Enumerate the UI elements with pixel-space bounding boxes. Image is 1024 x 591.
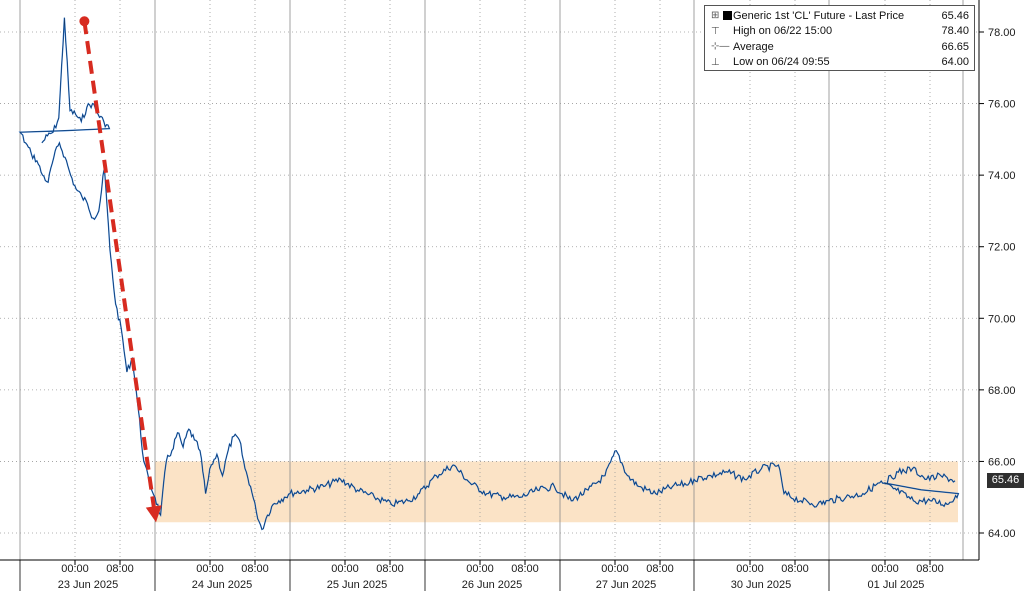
x-time-label: 00:00 [331, 563, 359, 575]
x-time-label: 00:00 [466, 563, 494, 575]
y-tick-label: 68.00 [988, 385, 1016, 397]
x-date-label: 01 Jul 2025 [868, 579, 925, 591]
x-time-label: 00:00 [871, 563, 899, 575]
x-time-label: 00:00 [61, 563, 89, 575]
x-time-label: 08:00 [511, 563, 539, 575]
x-time-label: 08:00 [646, 563, 674, 575]
trend-arrow-head [145, 505, 162, 523]
trend-arrow-line [82, 20, 157, 511]
x-date-label: 24 Jun 2025 [192, 579, 253, 591]
grid [0, 0, 979, 560]
series-line [18, 17, 960, 531]
x-date-label: 25 Jun 2025 [327, 579, 388, 591]
legend-item: ⊥ Low on 06/24 09:55 64.00 [711, 55, 969, 71]
legend-item: ⊹— Average 66.65 [711, 39, 969, 55]
y-axis: 64.00 66.00 68.00 70.00 72.00 74.00 76.00 78.00 [979, 27, 1016, 540]
x-time-label: 08:00 [106, 563, 134, 575]
x-axis: 00:00 08:00 00:00 08:00 00:00 08:00 00:00 08:00… [19, 560, 944, 591]
legend-item: ⊞ Generic 1st 'CL' Future - Last Price 6… [711, 8, 969, 24]
average-marker-icon: ⊹— [711, 41, 730, 53]
x-time-label: 08:00 [241, 563, 269, 575]
last-price-swatch-icon: ⊞ [711, 10, 733, 21]
y-tick-label: 64.00 [988, 528, 1016, 540]
high-marker-icon: ⊤ [711, 25, 720, 37]
legend-value: 66.65 [941, 40, 969, 53]
y-tick-label: 76.00 [988, 99, 1016, 111]
x-time-label: 08:00 [916, 563, 944, 575]
legend-label: High on 06/22 15:00 [733, 25, 833, 38]
x-time-label: 08:00 [376, 563, 404, 575]
legend-value: 64.00 [941, 56, 969, 69]
x-time-label: 00:00 [736, 563, 764, 575]
low-marker-icon: ⊥ [711, 56, 720, 68]
x-time-label: 00:00 [601, 563, 629, 575]
y-tick-label: 72.00 [988, 242, 1016, 254]
chart-legend: ⊞ Generic 1st 'CL' Future - Last Price 6… [704, 5, 975, 71]
x-time-label: 00:00 [196, 563, 224, 575]
x-date-label: 23 Jun 2025 [58, 579, 119, 591]
legend-label: Generic 1st 'CL' Future - Last Price [733, 9, 905, 22]
x-date-label: 27 Jun 2025 [596, 579, 657, 591]
legend-value: 65.46 [941, 9, 969, 22]
y-tick-label: 74.00 [988, 170, 1016, 182]
trend-arrow-start-dot [79, 16, 90, 27]
legend-value: 78.40 [941, 25, 969, 38]
legend-label: Low on 06/24 09:55 [733, 56, 830, 69]
series-line-shadow [19, 17, 959, 530]
legend-label: Average [733, 40, 774, 53]
x-date-label: 26 Jun 2025 [462, 579, 523, 591]
y-tick-label: 70.00 [988, 313, 1016, 325]
last-price-badge: 65.46 [987, 473, 1024, 488]
x-time-label: 08:00 [781, 563, 809, 575]
y-tick-label: 78.00 [988, 27, 1016, 39]
x-date-label: 30 Jun 2025 [731, 579, 792, 591]
legend-item: ⊤ High on 06/22 15:00 78.40 [711, 24, 969, 40]
y-tick-label: 66.00 [988, 456, 1016, 468]
